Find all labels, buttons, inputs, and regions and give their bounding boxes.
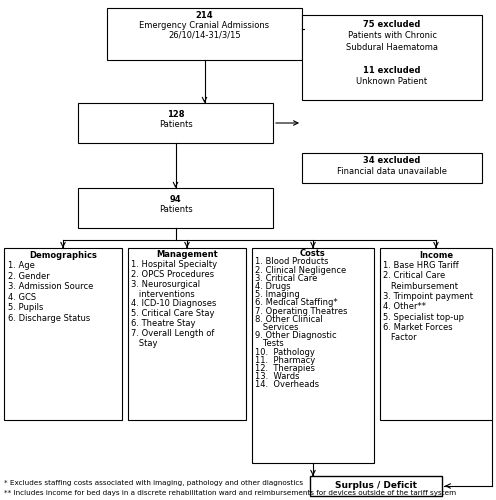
Bar [107,8,302,60]
Text: interventions: interventions [131,290,195,298]
Text: 1. Base HRG Tariff: 1. Base HRG Tariff [383,261,459,270]
Text: 128: 128 [167,110,184,119]
Text: 94: 94 [170,195,182,204]
Text: Stay: Stay [131,338,158,347]
Text: Costs: Costs [300,249,326,258]
Text: 3. Critical Care: 3. Critical Care [255,274,317,283]
Text: 6. Medical Staffing*: 6. Medical Staffing* [255,298,338,308]
Text: * Excludes staffing costs associated with imaging, pathology and other diagnosti: * Excludes staffing costs associated wit… [4,480,303,486]
Text: 26/10/14-31/3/15: 26/10/14-31/3/15 [168,30,241,40]
Bar [302,153,482,183]
Text: 12.  Therapies: 12. Therapies [255,364,315,373]
Text: 2. OPCS Procedures: 2. OPCS Procedures [131,270,214,279]
Text: 7. Overall Length of: 7. Overall Length of [131,329,214,338]
Text: 4. Other**: 4. Other** [383,302,426,311]
Text: Tests: Tests [255,340,284,348]
Text: 5. Specialist top-up: 5. Specialist top-up [383,312,464,322]
Text: Management: Management [156,250,218,260]
Bar [128,248,246,420]
Text: Surplus / Deficit: Surplus / Deficit [335,482,417,490]
Text: Unknown Patient: Unknown Patient [357,77,428,86]
Text: 34 excluded: 34 excluded [363,156,421,164]
Text: 11 excluded: 11 excluded [363,66,421,74]
Text: 75 excluded: 75 excluded [363,20,421,28]
Text: Patients: Patients [159,205,192,214]
Text: 2. Clinical Negligence: 2. Clinical Negligence [255,266,346,274]
Text: 214: 214 [196,11,213,20]
Text: 1. Blood Products: 1. Blood Products [255,258,328,266]
Text: 13.  Wards: 13. Wards [255,372,300,381]
Text: 1. Age: 1. Age [8,262,35,270]
Text: 1. Hospital Specialty: 1. Hospital Specialty [131,260,217,269]
Text: Demographics: Demographics [29,251,97,260]
Text: Income: Income [419,250,453,260]
Bar [252,248,374,463]
Text: 9. Other Diagnostic: 9. Other Diagnostic [255,331,337,340]
Bar [310,476,442,496]
Text: 5. Pupils: 5. Pupils [8,304,43,312]
Text: 4. ICD-10 Diagnoses: 4. ICD-10 Diagnoses [131,300,216,308]
Text: 3. Neurosurgical: 3. Neurosurgical [131,280,200,289]
Text: 6. Theatre Stay: 6. Theatre Stay [131,319,195,328]
Text: Patients: Patients [159,120,192,128]
Text: 3. Trimpoint payment: 3. Trimpoint payment [383,292,473,301]
Text: ** Includes income for bed days in a discrete rehabilitation ward and reimbursem: ** Includes income for bed days in a dis… [4,490,456,496]
Text: 4. Drugs: 4. Drugs [255,282,291,291]
Text: 2. Critical Care: 2. Critical Care [383,272,445,280]
Text: 14.  Overheads: 14. Overheads [255,380,319,390]
Text: 4. GCS: 4. GCS [8,293,36,302]
Bar [78,103,273,143]
Text: Factor: Factor [383,333,417,342]
Text: 5. Critical Care Stay: 5. Critical Care Stay [131,309,214,318]
Text: 8. Other Clinical: 8. Other Clinical [255,315,323,324]
Text: Subdural Haematoma: Subdural Haematoma [346,42,438,51]
Text: Financial data unavailable: Financial data unavailable [337,166,447,175]
Text: 2. Gender: 2. Gender [8,272,50,281]
Text: 10.  Pathology: 10. Pathology [255,348,315,356]
Bar [78,188,273,228]
Text: 3. Admission Source: 3. Admission Source [8,282,93,292]
Text: Reimbursement: Reimbursement [383,282,458,290]
Text: Emergency Cranial Admissions: Emergency Cranial Admissions [139,20,269,30]
Text: 6. Market Forces: 6. Market Forces [383,323,453,332]
Text: 6. Discharge Status: 6. Discharge Status [8,314,90,323]
Bar [4,248,122,420]
Text: 7. Operating Theatres: 7. Operating Theatres [255,306,348,316]
Bar [380,248,492,420]
Text: 5. Imaging: 5. Imaging [255,290,300,299]
Bar [302,15,482,100]
Text: Patients with Chronic: Patients with Chronic [348,31,436,40]
Text: 11.  Pharmacy: 11. Pharmacy [255,356,315,365]
Text: Services: Services [255,323,299,332]
